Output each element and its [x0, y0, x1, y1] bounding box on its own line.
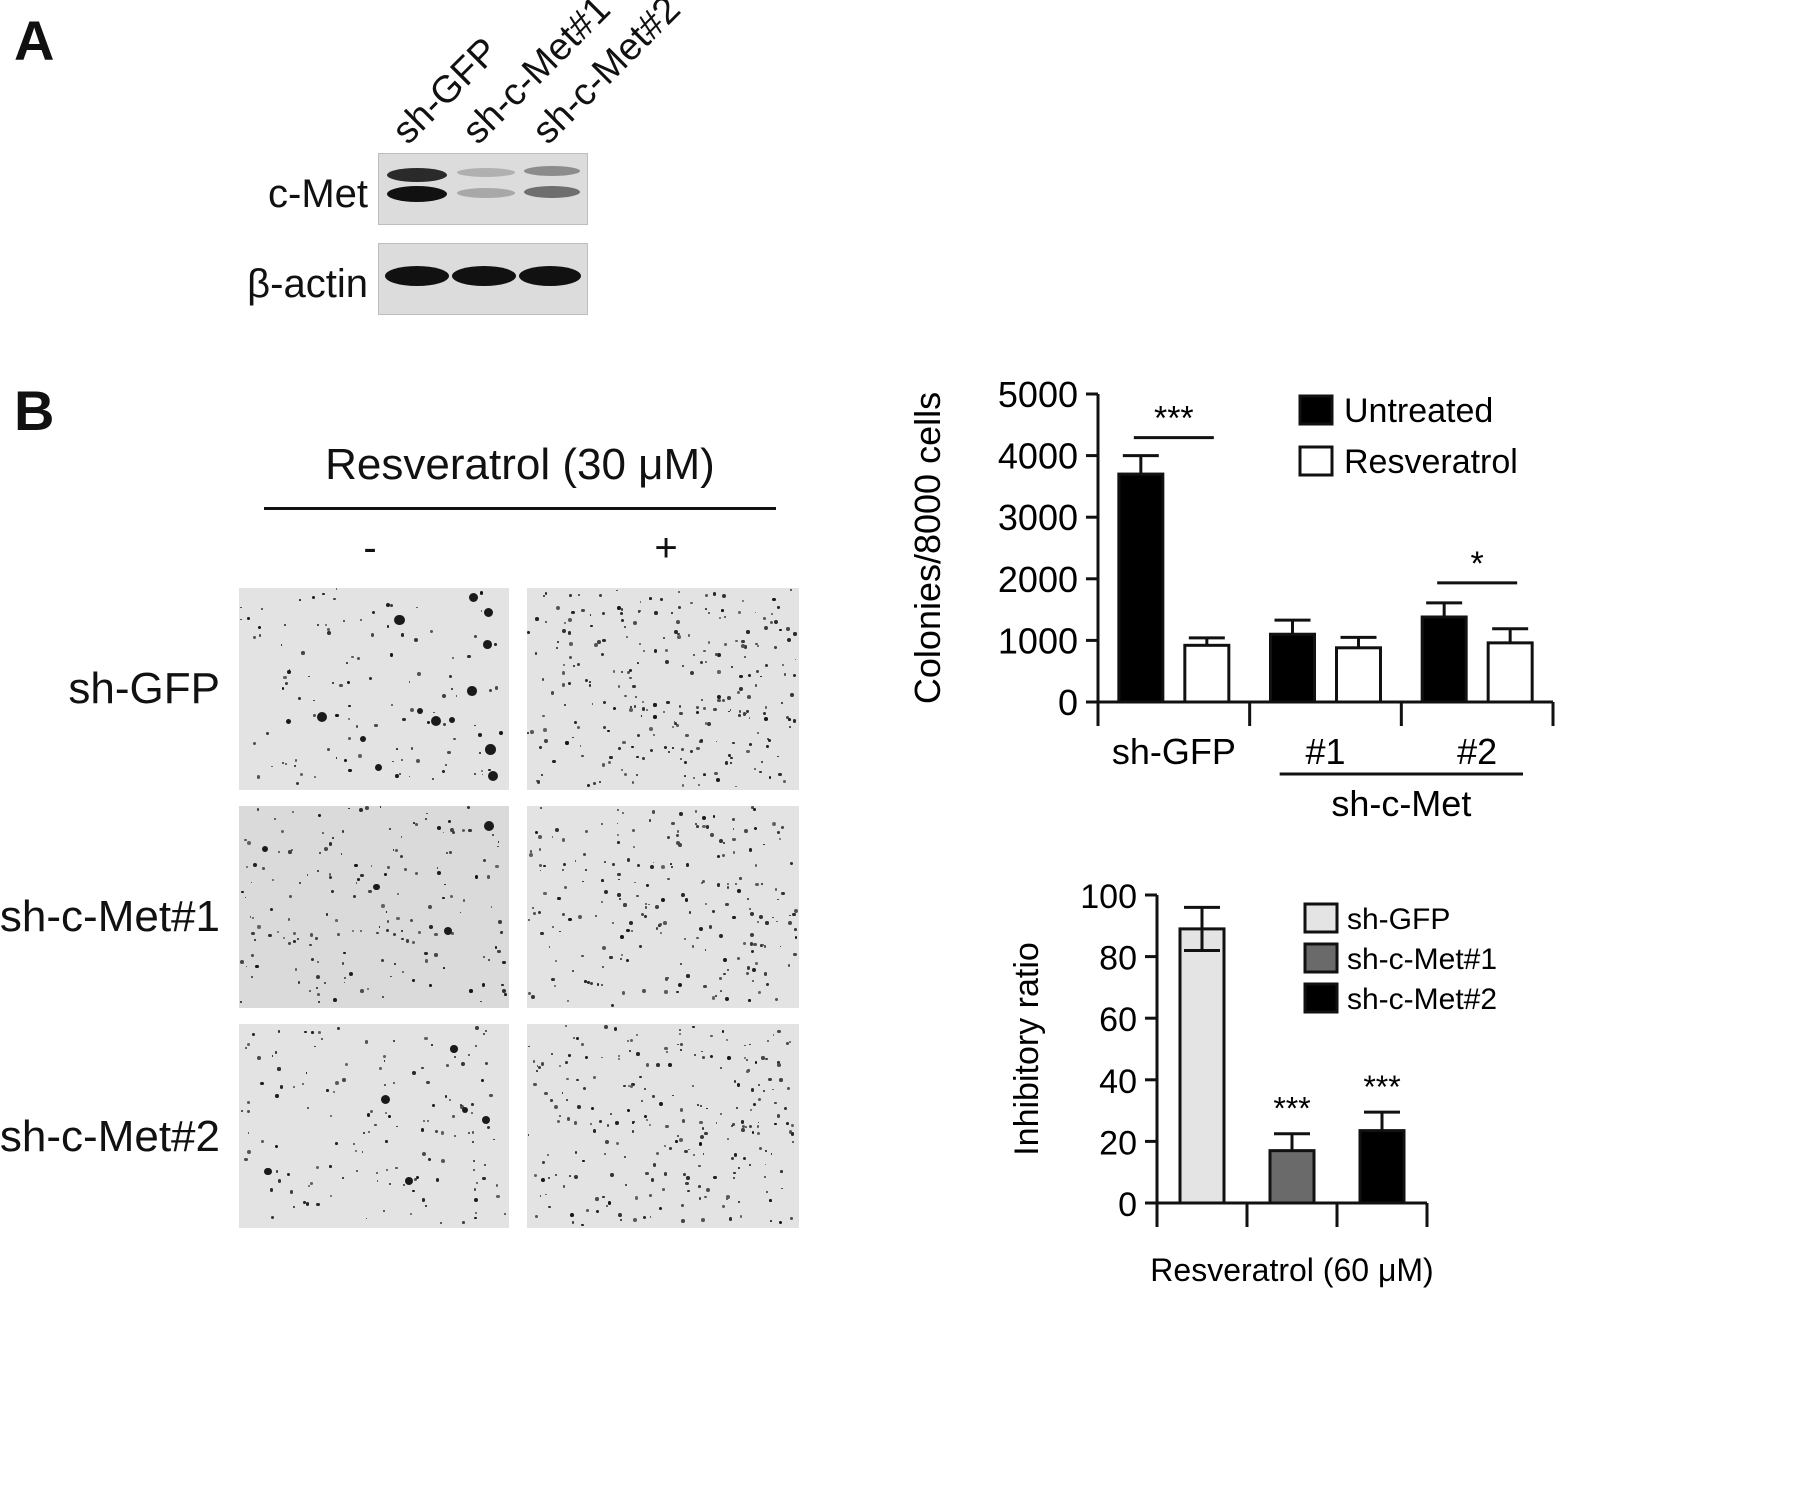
- colony-plate-sh-c-met-1-untreated: [239, 806, 509, 1008]
- y-tick-label: 40: [1099, 1063, 1137, 1101]
- band-c-met-lane3-lower: [524, 186, 580, 198]
- colony-plate-sh-gfp-resveratrol: [527, 588, 799, 790]
- legend-label: sh-c-Met#1: [1347, 943, 1497, 976]
- group-label: sh-c-Met: [1331, 783, 1471, 824]
- x-tick-label: #2: [1457, 731, 1497, 772]
- band-c-met-lane1-lower: [387, 186, 447, 202]
- x-tick-label: #1: [1305, 731, 1345, 772]
- y-tick-label: 60: [1099, 1001, 1137, 1039]
- panel-a-letter: A: [14, 9, 55, 72]
- y-tick-label: 4000: [998, 436, 1078, 477]
- blot-label-beta-actin: β-actin: [247, 262, 368, 306]
- colony-plate-sh-c-met-2-resveratrol: [527, 1024, 799, 1228]
- condition-minus: -: [363, 526, 377, 570]
- band-actin-lane2: [452, 266, 516, 286]
- significance-label: ***: [1363, 1069, 1400, 1105]
- y-tick-label: 0: [1118, 1186, 1137, 1224]
- legend-label: sh-c-Met#2: [1347, 983, 1497, 1016]
- bar: [1358, 1129, 1406, 1205]
- band-actin-lane1: [385, 266, 449, 286]
- row-label-sh-c-met-2: sh-c-Met#2: [0, 1112, 220, 1161]
- band-c-met-lane2-lower: [457, 188, 515, 198]
- band-c-met-lane2-upper: [457, 168, 515, 177]
- condition-plus: +: [654, 526, 678, 570]
- legend-swatch: [1298, 394, 1334, 426]
- legend-label: Untreated: [1344, 392, 1493, 430]
- colony-plate-sh-c-met-2-untreated: [239, 1024, 509, 1228]
- legend-swatch: [1303, 982, 1339, 1014]
- blot-label-c-met: c-Met: [268, 172, 368, 216]
- bar: [1335, 646, 1382, 704]
- blot-c-met: [378, 153, 588, 225]
- panel-b-letter: B: [14, 379, 55, 442]
- legend-label: sh-GFP: [1347, 903, 1450, 936]
- inhibitory-ratio-chart: 0 20 40 60 80 100 Inhibitory ratio *** *** Resver…: [1008, 878, 1497, 1288]
- y-tick-label: 2000: [998, 559, 1078, 600]
- legend-label: Resveratrol: [1344, 443, 1518, 481]
- bar: [1486, 641, 1534, 704]
- y-axis-label: Inhibitory ratio: [1008, 942, 1046, 1156]
- bar: [1269, 632, 1316, 704]
- y-axis-label: Colonies/8000 cells: [907, 392, 948, 704]
- y-tick-label: 20: [1099, 1124, 1137, 1162]
- y-tick-label: 0: [1058, 682, 1078, 723]
- bar: [1117, 472, 1165, 704]
- blot-beta-actin: [378, 243, 588, 315]
- y-tick-label: 100: [1080, 878, 1137, 916]
- legend-swatch: [1298, 445, 1334, 477]
- y-tick-label: 5000: [998, 374, 1078, 415]
- bar: [1420, 615, 1468, 704]
- x-axis-label: Resveratrol (60 μM): [1150, 1252, 1433, 1288]
- legend-swatch: [1303, 902, 1339, 934]
- y-tick-label: 3000: [998, 497, 1078, 538]
- band-actin-lane3: [519, 266, 581, 286]
- bar: [1178, 927, 1226, 1205]
- x-tick-label: sh-GFP: [1112, 731, 1236, 772]
- row-label-sh-c-met-1: sh-c-Met#1: [0, 892, 220, 941]
- significance-label: ***: [1154, 400, 1194, 438]
- significance-label: ***: [1273, 1091, 1310, 1127]
- treatment-header-line: [264, 507, 776, 510]
- legend-swatch: [1303, 942, 1339, 974]
- colony-plate-sh-gfp-untreated: [239, 588, 509, 790]
- row-label-sh-gfp: sh-GFP: [68, 664, 220, 713]
- treatment-header: Resveratrol (30 μM): [325, 440, 715, 489]
- y-tick-label: 1000: [998, 620, 1078, 661]
- band-c-met-lane3-upper: [524, 166, 580, 176]
- colony-count-chart: 0 1000 2000 3000 4000 5000 Colonies/8000 cells…: [907, 374, 1555, 824]
- y-tick-label: 80: [1099, 940, 1137, 978]
- colony-plate-sh-c-met-1-resveratrol: [527, 806, 799, 1008]
- bar: [1268, 1149, 1316, 1205]
- significance-label: *: [1471, 545, 1484, 583]
- band-c-met-lane1-upper: [387, 168, 447, 182]
- bar: [1183, 643, 1231, 704]
